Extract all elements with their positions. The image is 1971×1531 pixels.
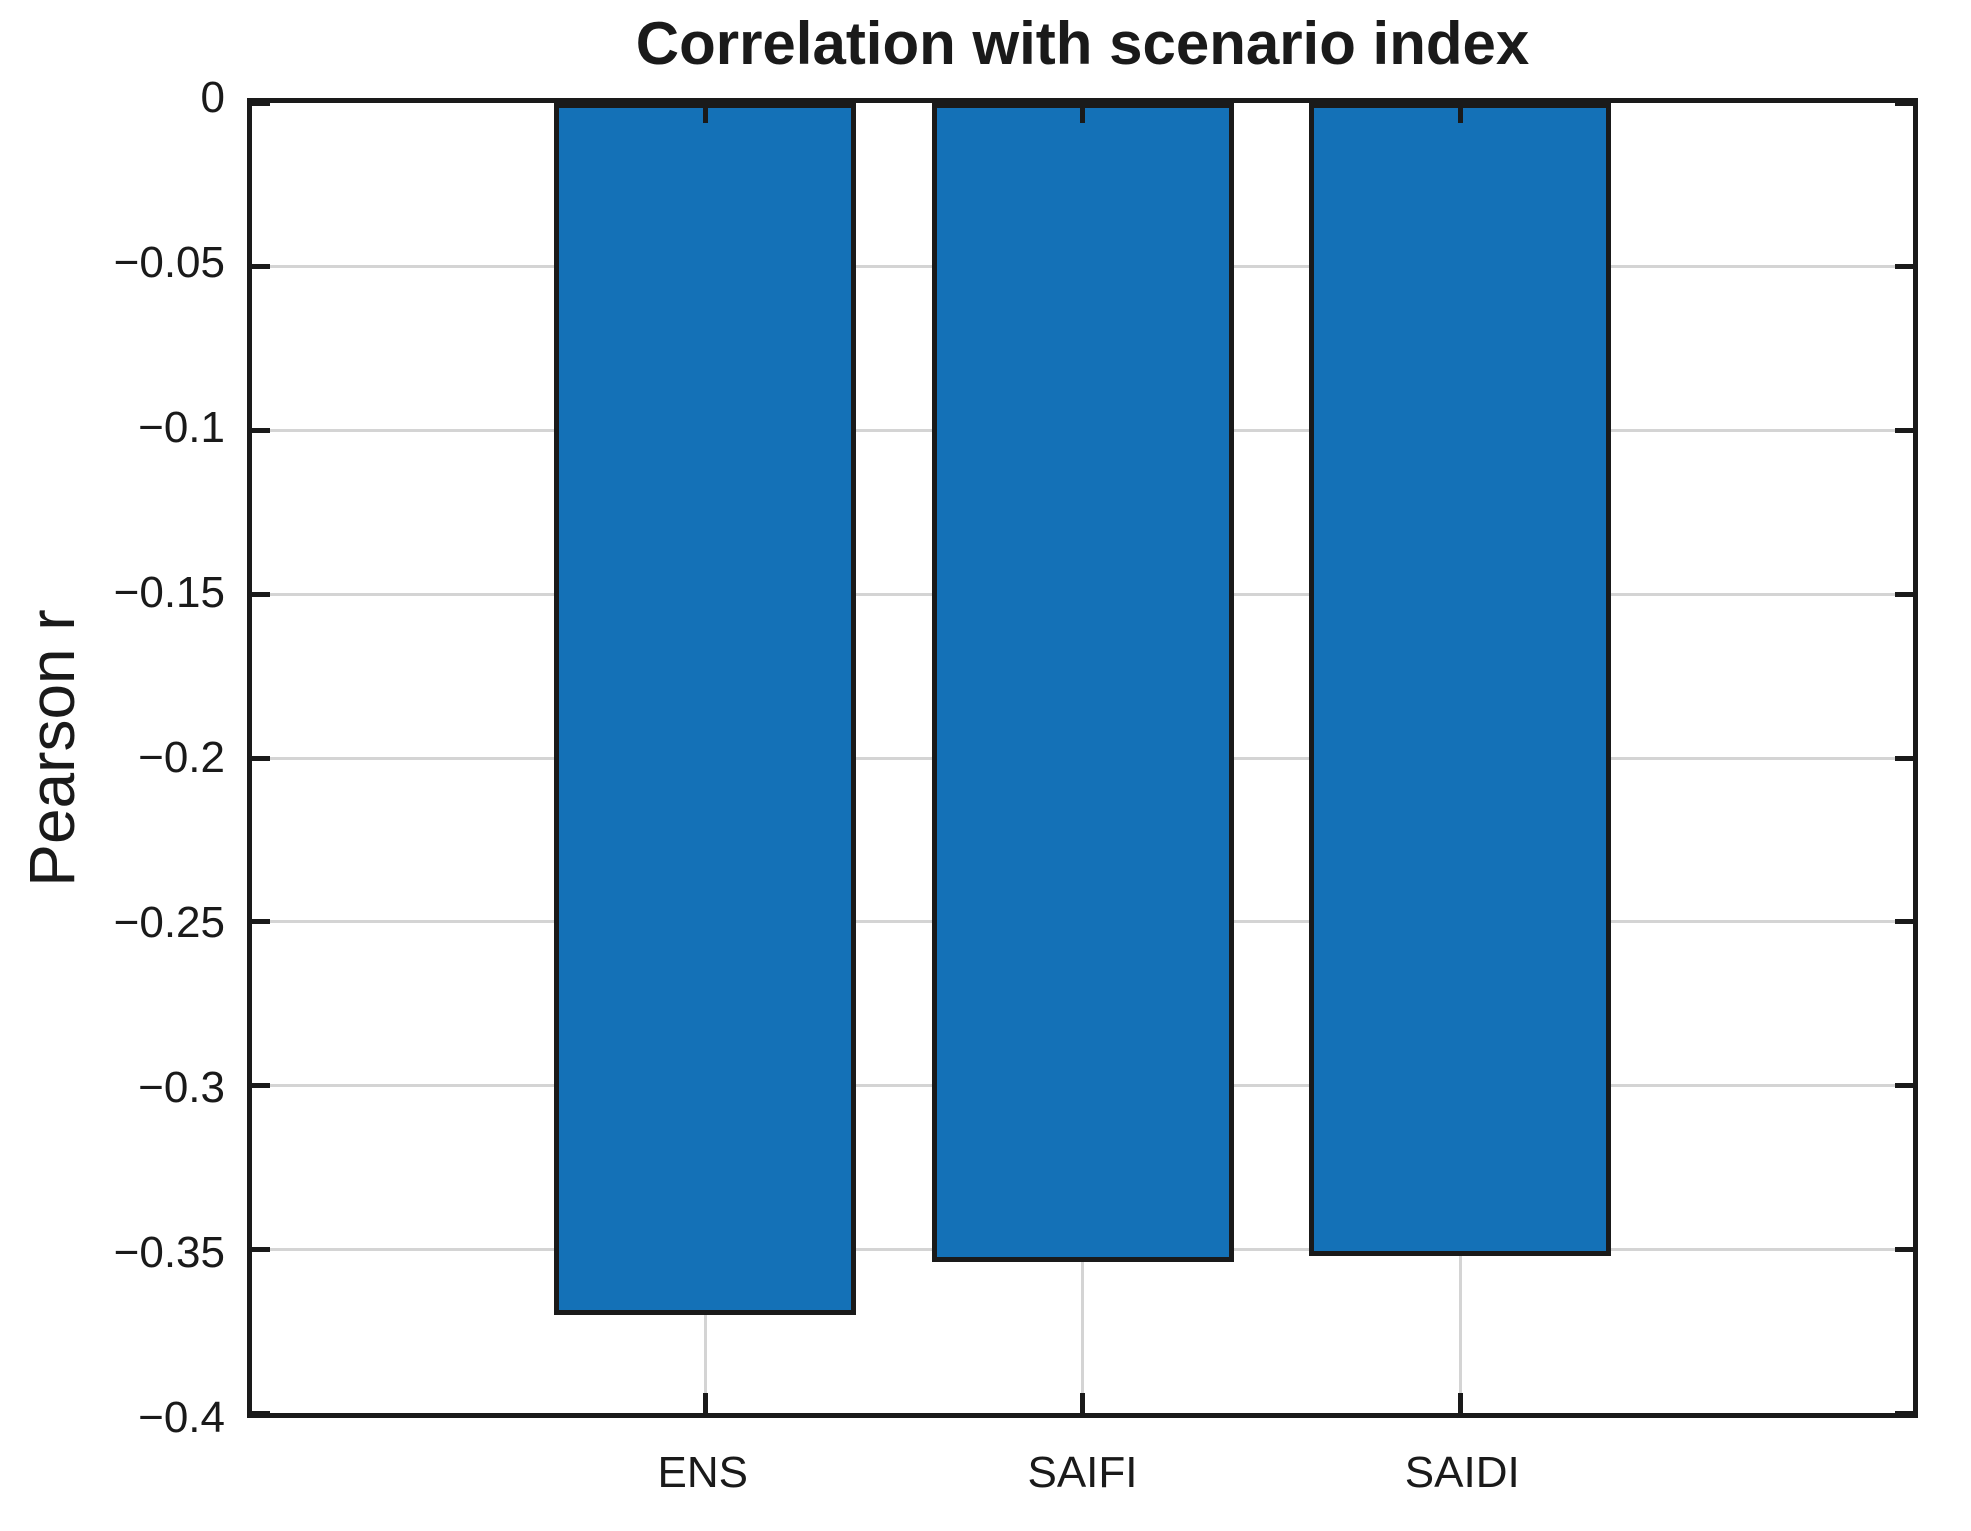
y-tick-mark-left bbox=[252, 264, 270, 270]
y-tick-label: −0.1 bbox=[138, 403, 225, 452]
x-tick-label-ens: ENS bbox=[657, 1448, 748, 1497]
x-tick-mark-bottom bbox=[702, 1393, 708, 1413]
y-tick-mark-right bbox=[1895, 755, 1913, 761]
y-tick-mark-left bbox=[252, 428, 270, 433]
y-tick-mark-left bbox=[252, 1410, 270, 1416]
x-tick-mark-top bbox=[1080, 103, 1085, 123]
bar-saidi bbox=[1309, 103, 1611, 1256]
y-tick-mark-right bbox=[1895, 1410, 1913, 1416]
y-tick-label: −0.15 bbox=[113, 568, 225, 617]
plot-area bbox=[247, 98, 1918, 1418]
y-tick-mark-left bbox=[252, 1246, 270, 1252]
y-tick-label: −0.05 bbox=[113, 238, 225, 287]
y-tick-mark-right bbox=[1895, 100, 1913, 106]
chart-title: Correlation with scenario index bbox=[635, 10, 1530, 77]
y-tick-mark-left bbox=[252, 755, 270, 761]
y-tick-mark-left bbox=[252, 100, 270, 106]
x-tick-mark-bottom bbox=[1457, 1393, 1463, 1413]
x-tick-mark-bottom bbox=[1080, 1393, 1085, 1413]
y-tick-mark-left bbox=[252, 919, 270, 925]
y-tick-label: −0.2 bbox=[138, 733, 225, 782]
x-tick-label-saifi: SAIFI bbox=[1027, 1448, 1138, 1497]
y-tick-mark-right bbox=[1895, 1083, 1913, 1088]
y-tick-mark-right bbox=[1895, 919, 1913, 925]
y-tick-label: −0.3 bbox=[138, 1063, 225, 1112]
y-tick-label: −0.35 bbox=[113, 1228, 225, 1277]
bar-ens bbox=[554, 103, 856, 1315]
y-tick-label: 0 bbox=[200, 73, 225, 122]
y-tick-label: −0.25 bbox=[113, 898, 225, 947]
x-tick-mark-top bbox=[1457, 103, 1463, 123]
y-tick-label: −0.4 bbox=[138, 1393, 225, 1442]
y-tick-labels: 0 −0.05 −0.1 −0.15 −0.2 −0.25 −0.3 −0.35 −0.4 bbox=[0, 73, 225, 1442]
bar-saifi bbox=[931, 103, 1234, 1263]
x-tick-label-saidi: SAIDI bbox=[1404, 1448, 1520, 1497]
y-tick-mark-right bbox=[1895, 264, 1913, 270]
y-tick-mark-right bbox=[1895, 1246, 1913, 1252]
y-tick-mark-left bbox=[252, 1083, 270, 1088]
y-tick-mark-right bbox=[1895, 428, 1913, 433]
y-tick-mark-right bbox=[1895, 591, 1913, 597]
x-tick-mark-top bbox=[702, 103, 708, 123]
y-tick-mark-left bbox=[252, 591, 270, 597]
x-tick-labels: ENS SAIFI SAIDI bbox=[247, 1418, 1918, 1528]
